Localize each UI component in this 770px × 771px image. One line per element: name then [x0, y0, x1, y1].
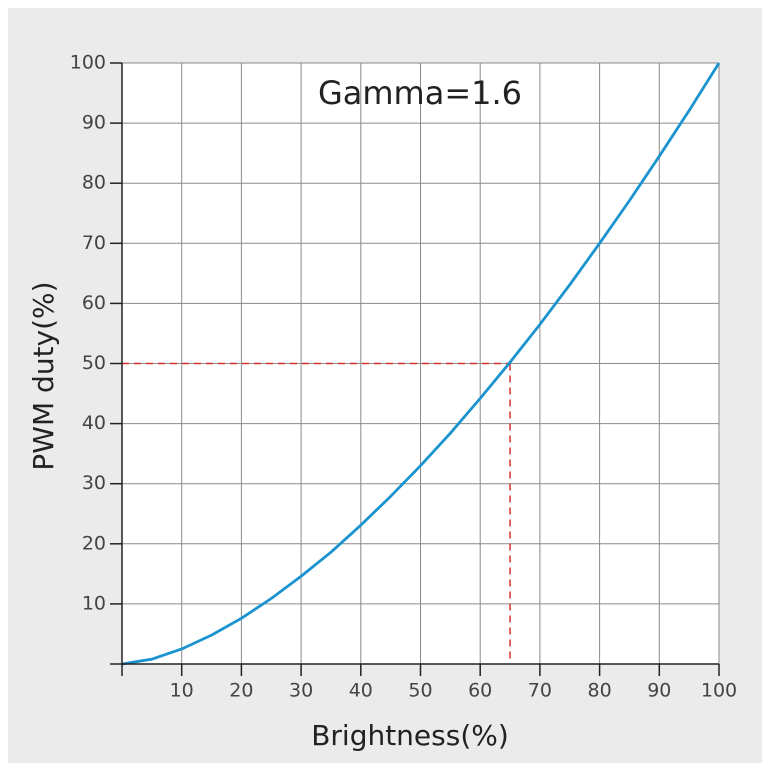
x-tick-label: 70 [528, 680, 552, 702]
line-series [121, 62, 721, 666]
y-tick-label: 60 [82, 292, 106, 314]
x-tick-label: 80 [588, 680, 612, 702]
x-tick-label: 60 [468, 680, 492, 702]
y-tick-label: 80 [82, 172, 106, 194]
y-tick-label: 50 [82, 352, 106, 374]
y-tick-label: 40 [82, 412, 106, 434]
y-tick-label: 10 [82, 592, 106, 614]
x-tick-label: 30 [289, 680, 313, 702]
y-tick-label: 20 [82, 532, 106, 554]
x-axis-label: Brightness(%) [311, 719, 509, 752]
y-tick-label: 70 [82, 232, 106, 254]
x-tick-label: 100 [701, 680, 737, 702]
marks [121, 62, 721, 666]
y-tick-label: 90 [82, 112, 106, 134]
y-tick-label: 100 [70, 52, 106, 74]
chart-title: Gamma=1.6 [318, 74, 522, 112]
x-tick-label: 10 [170, 680, 194, 702]
x-tick-label: 50 [408, 680, 432, 702]
x-tick-label: 40 [349, 680, 373, 702]
x-tick-label: 20 [229, 680, 253, 702]
x-tick-label: 90 [647, 680, 671, 702]
y-tick-label: 30 [82, 472, 106, 494]
y-axis-label: PWM duty(%) [27, 281, 60, 470]
